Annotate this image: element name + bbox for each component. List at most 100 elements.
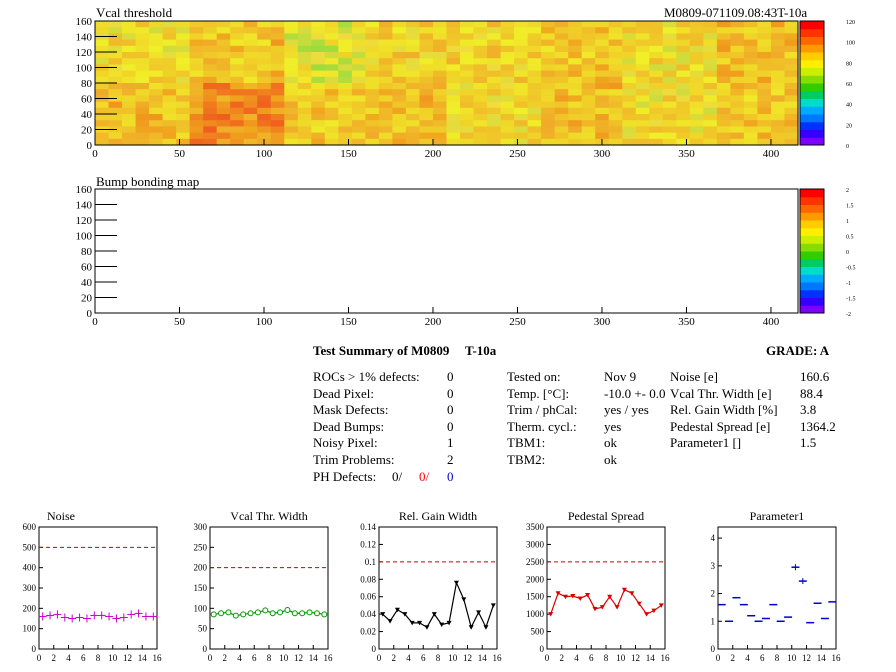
map-cell — [554, 33, 569, 41]
map-cell — [338, 114, 353, 121]
map-cell — [541, 101, 556, 109]
map-cell — [568, 107, 583, 115]
chart-x-tick: 12 — [802, 653, 811, 663]
map-cell — [95, 107, 110, 115]
map-y-tick: 20 — [81, 293, 93, 305]
map-cell — [297, 45, 312, 53]
map-cell — [771, 27, 786, 34]
chart-y-tick: 0.1 — [365, 557, 376, 567]
map-cell — [514, 64, 529, 72]
map-cell — [419, 45, 434, 53]
map-cell — [176, 64, 191, 72]
map-cell — [743, 89, 758, 96]
map-cell — [608, 58, 623, 65]
map-cell — [108, 70, 123, 78]
map-cell — [311, 132, 326, 140]
map-cell — [703, 95, 718, 103]
map-cell — [216, 114, 231, 121]
map-cell — [757, 95, 772, 103]
map-cell — [243, 107, 258, 115]
map-cell — [784, 33, 799, 41]
map-cell — [784, 126, 799, 134]
summary-value: 1.5 — [800, 435, 817, 451]
map-cell — [243, 120, 258, 127]
map-cell — [324, 107, 339, 115]
map-cell — [365, 27, 380, 34]
map-cell — [676, 138, 691, 146]
map-cell — [311, 83, 326, 90]
map-cell — [324, 101, 339, 109]
map-cell — [527, 138, 542, 146]
map-cell — [257, 64, 272, 72]
chart-y-tick: 0.04 — [360, 609, 376, 619]
summary-label: Vcal Thr. Width [e] — [670, 385, 772, 401]
map-cell — [784, 107, 799, 115]
map-cell — [662, 52, 677, 59]
map-cell — [649, 45, 664, 53]
map-cell — [216, 58, 231, 65]
map-cell — [608, 27, 623, 34]
map-cell — [378, 52, 393, 59]
color-palette-bottom: -2 -1.5 -1 -0.5 0 0.5 1 1.5 2 — [799, 188, 856, 318]
chart-x-tick: 6 — [760, 653, 765, 663]
map-cell — [608, 70, 623, 78]
map-cell — [392, 52, 407, 59]
map-cell — [689, 101, 704, 109]
map-cell — [378, 76, 393, 84]
map-cell — [189, 27, 204, 34]
data-point — [621, 587, 627, 593]
chart-y-tick: 1500 — [526, 592, 545, 602]
map-cell — [527, 83, 542, 90]
map-cell — [122, 83, 137, 90]
map-cell — [230, 21, 245, 28]
series-line — [550, 588, 662, 615]
map-cell — [324, 27, 339, 34]
data-point — [299, 610, 306, 617]
map-cell — [662, 39, 677, 47]
map-cell — [662, 101, 677, 109]
map-cell — [365, 64, 380, 72]
summary-value: -10.0 +- 0.0 — [604, 385, 666, 401]
map-cell — [716, 95, 731, 103]
map-cell — [581, 33, 596, 41]
map-cell — [703, 120, 718, 127]
color-palette-top: 0 20 40 60 80 100 120 — [799, 20, 855, 150]
chart-y-tick: 100 — [23, 624, 37, 634]
map-cell — [270, 27, 285, 34]
chart-x-tick: 10 — [448, 653, 458, 663]
map-cell — [500, 107, 515, 115]
map-cell — [135, 21, 150, 28]
map-cell — [581, 95, 596, 103]
map-cell — [392, 114, 407, 121]
map-cell — [230, 39, 245, 47]
map-cell — [527, 33, 542, 41]
map-cell — [662, 21, 677, 28]
map-cell — [176, 114, 191, 121]
summary-label: TBM1: — [507, 435, 546, 451]
map-cell — [487, 58, 502, 65]
map-cell — [149, 89, 164, 96]
map-cell — [757, 33, 772, 41]
data-point — [490, 603, 496, 608]
map-cell — [595, 120, 610, 127]
map-cell — [324, 70, 339, 78]
map-cell — [108, 101, 123, 109]
map-cell — [297, 64, 312, 72]
map-cell — [149, 132, 164, 140]
summary-value: 3.8 — [800, 402, 817, 418]
map-cell — [635, 27, 650, 34]
map-cell — [662, 76, 677, 84]
map-cell — [324, 95, 339, 103]
map-cell — [622, 107, 637, 115]
map-cell — [460, 33, 475, 41]
chart-y-tick: 100 — [194, 603, 208, 613]
chart-x-tick: 16 — [153, 653, 163, 663]
chart-y-tick: 0 — [203, 644, 208, 654]
map-cell — [676, 101, 691, 109]
series-line — [382, 580, 494, 629]
map-cell — [500, 45, 515, 53]
chart-x-tick: 12 — [463, 653, 472, 663]
chart-title: Pedestal Spread — [568, 509, 644, 523]
map-cell — [243, 45, 258, 53]
